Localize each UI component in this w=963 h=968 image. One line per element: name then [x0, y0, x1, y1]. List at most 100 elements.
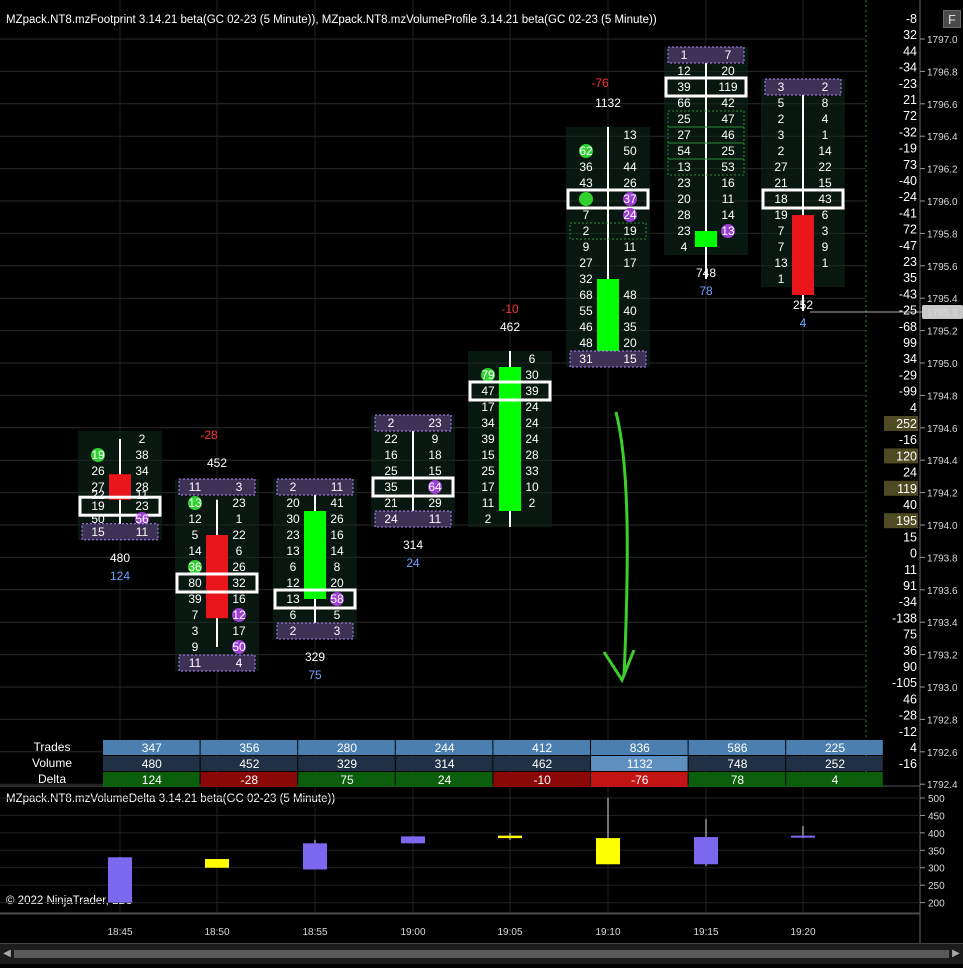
- ask-volume: 48: [623, 288, 637, 302]
- ask-volume: 42: [721, 96, 735, 110]
- profile-value: -41: [899, 206, 917, 220]
- profile-value: 36: [903, 644, 917, 658]
- ask-volume: 29: [428, 496, 442, 510]
- bid-volume: 5: [192, 528, 199, 542]
- buy-imbalance-marker: [579, 144, 593, 158]
- buy-imbalance-marker: [91, 448, 105, 462]
- bid-volume: 50: [91, 512, 105, 526]
- table-cell-bg: [395, 756, 493, 771]
- table-cell-bg: [688, 756, 786, 771]
- bid-volume: 30: [286, 512, 300, 526]
- ask-volume: 33: [525, 464, 539, 478]
- profile-value: -25: [899, 304, 917, 318]
- horizontal-scrollbar[interactable]: ◀ ▶: [0, 943, 963, 964]
- poc-box: [273, 588, 357, 610]
- bid-volume: 7: [192, 608, 199, 622]
- poc-box: [566, 188, 650, 210]
- bar-volume: 252: [793, 298, 813, 312]
- ask-volume: 26: [623, 176, 637, 190]
- ask-volume: 14: [721, 208, 735, 222]
- price-label: 1793.4: [927, 618, 958, 629]
- bid-volume: 9: [192, 640, 199, 654]
- table-cell-volume: 314: [435, 757, 455, 771]
- table-cell-trades: 347: [142, 741, 162, 755]
- ask-volume: 119: [718, 80, 737, 94]
- ask-volume: 3: [822, 224, 829, 238]
- ask-volume: 46: [721, 128, 735, 142]
- close-button[interactable]: F: [943, 10, 961, 28]
- table-row-label: Delta: [38, 772, 66, 786]
- scrollbar-thumb[interactable]: [14, 950, 949, 958]
- profile-value: 72: [903, 223, 917, 237]
- delta-bar-body: [791, 835, 815, 838]
- bid-volume: 13: [188, 496, 202, 510]
- poc-box: [468, 380, 552, 402]
- table-cell-bg: [298, 740, 395, 755]
- bid-volume: 26: [91, 464, 105, 478]
- ask-volume: 11: [722, 192, 735, 206]
- ask-volume: 34: [135, 464, 149, 478]
- bid-volume: 17: [481, 400, 495, 414]
- price-label: 1794.4: [927, 456, 958, 467]
- sell-imbalance-marker: [721, 224, 735, 238]
- candle-body: [597, 279, 619, 359]
- bid-volume: 2: [388, 416, 395, 430]
- price-label: 1796.0: [927, 197, 958, 208]
- ask-volume: 13: [721, 224, 735, 238]
- profile-value: 0: [910, 547, 917, 561]
- bid-volume: 62: [579, 144, 593, 158]
- profile-highlight: [884, 480, 918, 496]
- candle-body: [695, 231, 717, 247]
- profile-value: 4: [910, 741, 917, 755]
- profile-value: -23: [899, 77, 917, 91]
- bid-volume: 2: [778, 112, 785, 126]
- ask-volume: 24: [525, 416, 539, 430]
- ask-volume: 2: [822, 80, 829, 94]
- ask-volume: 24: [623, 208, 637, 222]
- table-cell-bg: [591, 740, 688, 755]
- table-cell-trades: 280: [337, 741, 357, 755]
- ask-volume: 2: [529, 496, 536, 510]
- bid-volume: 4: [681, 240, 688, 254]
- bid-volume: 27: [579, 256, 593, 270]
- ask-volume: 15: [818, 176, 832, 190]
- table-cell-bg: [786, 772, 883, 787]
- annotation-arrow-shaft: [614, 411, 629, 677]
- ask-volume: 18: [428, 448, 442, 462]
- ask-volume: 3: [236, 480, 243, 494]
- bid-volume: 3: [192, 624, 199, 638]
- bid-volume: 7: [583, 208, 590, 222]
- table-cell-delta: 124: [142, 773, 162, 787]
- profile-value: -43: [899, 287, 917, 301]
- sell-imbalance-marker: [232, 640, 246, 654]
- bid-volume: 48: [579, 336, 593, 350]
- ask-volume: 8: [334, 560, 341, 574]
- profile-value: 23: [903, 255, 917, 269]
- price-label: 1792.4: [927, 780, 958, 791]
- bid-volume: 19: [774, 208, 788, 222]
- profile-value: 34: [903, 352, 917, 366]
- ask-volume: 9: [822, 240, 829, 254]
- scroll-left-icon[interactable]: ◀: [3, 948, 11, 959]
- profile-value: -68: [899, 320, 917, 334]
- ask-volume: 24: [525, 400, 539, 414]
- time-label: 18:45: [107, 927, 132, 938]
- delta-bar-body: [303, 843, 327, 870]
- cluster-box: [178, 478, 256, 496]
- bid-volume: 2: [290, 624, 297, 638]
- bid-volume: 23: [286, 528, 300, 542]
- scroll-right-icon[interactable]: ▶: [952, 948, 960, 959]
- table-cell-trades: 412: [532, 741, 552, 755]
- profile-value: -105: [892, 676, 917, 690]
- sell-imbalance-marker: [135, 512, 149, 526]
- profile-value: 99: [903, 336, 917, 350]
- price-label: 1793.0: [927, 683, 958, 694]
- ask-volume: 16: [232, 592, 246, 606]
- profile-value: -28: [899, 709, 917, 723]
- ask-volume: 20: [623, 336, 637, 350]
- cluster-box: [569, 222, 647, 240]
- bid-volume: 39: [188, 592, 202, 606]
- bid-volume: 2: [485, 512, 492, 526]
